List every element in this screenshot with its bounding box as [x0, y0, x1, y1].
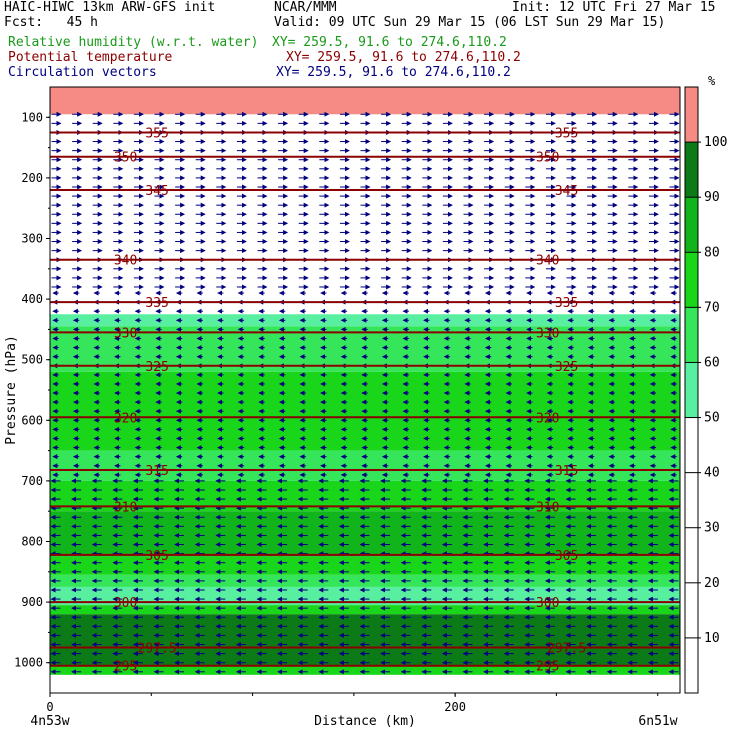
theta-contour-label: 297.5 — [547, 642, 586, 657]
rh-layer — [50, 556, 680, 575]
theta-contour-label: 340 — [114, 254, 137, 269]
theta-contour-label: 305 — [555, 549, 578, 564]
colorbar-band — [685, 307, 698, 363]
colorbar-band — [685, 197, 698, 253]
theta-contour-label: 325 — [145, 360, 168, 375]
theta-contour-label: 330 — [536, 326, 559, 341]
y-tick-label: 700 — [21, 474, 43, 488]
rh-layer — [50, 605, 680, 615]
colorbar-band — [685, 87, 698, 143]
theta-contour-label: 330 — [114, 326, 137, 341]
theta-contour-label: 350 — [536, 151, 559, 166]
theta-field-xy: XY= 259.5, 91.6 to 274.6,110.2 — [286, 50, 521, 65]
center-name: NCAR/MMM — [274, 0, 337, 15]
rh-layer — [50, 87, 680, 115]
colorbar-band — [685, 252, 698, 308]
colorbar-tick-label: 100 — [704, 135, 727, 150]
colorbar-tick-label: 40 — [704, 466, 720, 481]
x-axis-label: Distance (km) — [314, 714, 416, 729]
colorbar-tick-label: 30 — [704, 521, 720, 536]
theta-contour-label: 300 — [536, 596, 559, 611]
x-tick-label: 0 — [46, 700, 53, 714]
rh-field-xy: XY= 259.5, 91.6 to 274.6,110.2 — [272, 35, 507, 50]
y-tick-label: 800 — [21, 535, 43, 549]
x-tick-label: 200 — [444, 700, 466, 714]
theta-contour-label: 300 — [114, 596, 137, 611]
rh-layer — [50, 614, 680, 666]
colorbar-tick-label: 60 — [704, 355, 720, 370]
colorbar-band — [685, 362, 698, 418]
theta-contour-label: 310 — [114, 500, 137, 515]
theta-contour-label: 335 — [145, 296, 168, 311]
rh-layer — [50, 586, 680, 606]
theta-contour-label: 355 — [555, 126, 578, 141]
y-tick-label: 300 — [21, 232, 43, 246]
theta-contour-label: 320 — [536, 411, 559, 426]
y-tick-label: 400 — [21, 292, 43, 306]
colorbar-tick-label: 20 — [704, 576, 720, 591]
theta-contour-label: 345 — [145, 184, 168, 199]
theta-contour-label: 355 — [145, 126, 168, 141]
colorbar-tick-label: 70 — [704, 300, 720, 315]
y-tick-label: 600 — [21, 413, 43, 427]
colorbar-tick-label: 50 — [704, 411, 720, 426]
y-tick-label: 500 — [21, 353, 43, 367]
x-start-label: 4n53w — [30, 714, 69, 729]
wind-field-xy: XY= 259.5, 91.6 to 274.6,110.2 — [276, 65, 511, 80]
y-tick-label: 900 — [21, 595, 43, 609]
theta-contour-label: 310 — [536, 500, 559, 515]
y-tick-label: 1000 — [14, 656, 43, 670]
colorbar-frame — [684, 86, 699, 694]
theta-field-label: Potential temperature — [8, 50, 173, 65]
theta-contour-label: 340 — [536, 254, 559, 269]
theta-contour-label: 320 — [114, 411, 137, 426]
colorbar-band — [685, 142, 698, 198]
rh-field-label: Relative humidity (w.r.t. water) — [8, 35, 259, 50]
theta-contour-label: 335 — [555, 296, 578, 311]
theta-contour-label: 350 — [114, 151, 137, 166]
y-tick-label: 200 — [21, 171, 43, 185]
colorbar-tick-label: 10 — [704, 631, 720, 646]
y-tick-label: 100 — [21, 110, 43, 124]
colorbar-tick-label: 90 — [704, 190, 720, 205]
colorbar-unit: % — [708, 74, 716, 88]
init-time: Init: 12 UTC Fri 27 Mar 15 — [512, 0, 716, 15]
model-title: HAIC-HIWC 13km ARW-GFS init — [4, 0, 216, 15]
y-axis-label: Pressure (hPa) — [4, 335, 19, 445]
theta-contour-label: 345 — [555, 184, 578, 199]
theta-contour-label: 315 — [555, 464, 578, 479]
x-end-label: 6n51w — [638, 714, 677, 729]
theta-contour-label: 295 — [114, 660, 137, 675]
rh-layer — [50, 665, 680, 675]
wind-field-label: Circulation vectors — [8, 65, 157, 80]
colorbar-tick-label: 80 — [704, 245, 720, 260]
theta-contour-label: 315 — [145, 464, 168, 479]
forecast-hour: Fcst: 45 h — [4, 15, 98, 30]
theta-contour-label: 325 — [555, 360, 578, 375]
theta-contour-label: 305 — [145, 549, 168, 564]
valid-time: Valid: 09 UTC Sun 29 Mar 15 (06 LST Sun … — [274, 15, 666, 30]
theta-contour-label: 297.5 — [138, 642, 177, 657]
theta-contour-label: 295 — [536, 660, 559, 675]
